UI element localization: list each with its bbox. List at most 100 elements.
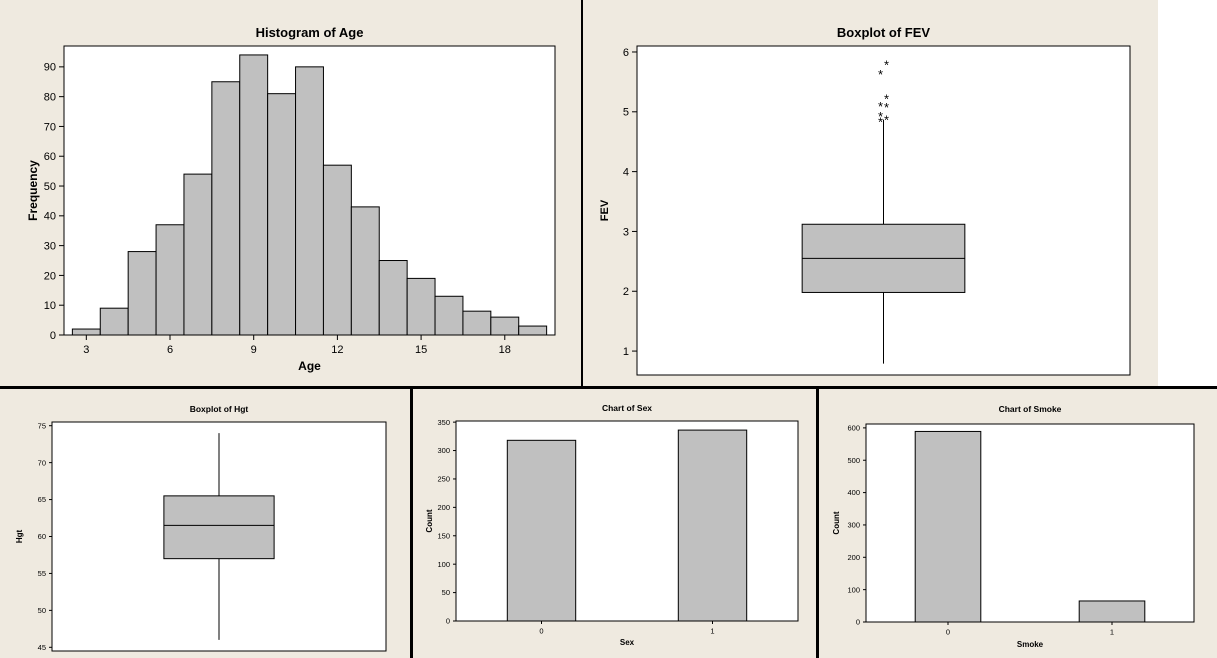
outlier-point: * — [884, 58, 889, 73]
y-tick-label: 0 — [446, 617, 450, 626]
y-tick-label: 50 — [38, 606, 46, 615]
y-tick-label: 100 — [847, 585, 860, 594]
chart-title: Chart of Sex — [602, 403, 652, 413]
y-axis-label: Count — [425, 509, 434, 532]
x-tick-label: 15 — [415, 344, 427, 356]
chart-title: Chart of Smoke — [999, 404, 1062, 414]
x-tick-label: 1 — [1110, 628, 1114, 637]
y-tick-label: 70 — [44, 121, 56, 133]
y-tick-label: 75 — [38, 421, 46, 430]
histogram-bar — [518, 325, 548, 336]
outlier-point: * — [884, 113, 889, 128]
histogram-bar — [211, 81, 241, 336]
x-tick-label: 9 — [251, 344, 257, 356]
y-tick-label: 2 — [623, 286, 629, 298]
category-bar — [1078, 600, 1146, 623]
x-tick-label: 3 — [83, 344, 89, 356]
y-tick-label: 350 — [437, 418, 450, 427]
y-axis-label: Count — [832, 511, 841, 534]
vertical-divider-bottom-right — [816, 389, 819, 658]
y-axis-label: FEV — [599, 199, 611, 221]
chart-sex-chart: Chart of Sex 0 50 100 150 200 250 300 350 Count Se… — [425, 403, 799, 647]
y-tick-label: 5 — [623, 107, 629, 119]
histogram-age-panel: Histogram of Age 0 10 20 30 40 50 60 70 80 90 Frequ… — [0, 0, 581, 386]
chart-title: Boxplot of FEV — [837, 25, 930, 40]
y-tick-label: 300 — [437, 446, 450, 455]
histogram-bar — [378, 260, 408, 336]
x-tick-label: 12 — [331, 344, 343, 356]
outlier-point: * — [878, 67, 883, 82]
histogram-bar — [71, 328, 101, 336]
outlier-point: * — [884, 92, 889, 107]
category-bar — [677, 429, 748, 622]
category-bar — [506, 439, 577, 622]
x-axis-label: Age — [298, 359, 321, 373]
y-tick-label: 300 — [847, 521, 860, 530]
histogram-bar — [99, 307, 129, 336]
histogram-bar — [239, 54, 269, 336]
histogram-bar — [350, 206, 380, 336]
y-tick-label: 1 — [623, 346, 629, 358]
y-tick-label: 10 — [44, 300, 56, 312]
chart-title: Boxplot of Hgt — [190, 404, 249, 414]
y-tick-label: 40 — [44, 211, 56, 223]
vertical-divider-top — [581, 0, 583, 387]
outlier-point: * — [878, 114, 883, 129]
y-axis-label: Frequency — [26, 160, 40, 221]
chart-title: Histogram of Age — [256, 25, 364, 40]
outlier-point: * — [878, 109, 883, 124]
histogram-bar — [434, 295, 464, 336]
y-tick-label: 50 — [44, 181, 56, 193]
x-tick-label: 0 — [946, 628, 950, 637]
chart-smoke-panel: Chart of Smoke 0 100 200 300 400 500 600 Count Sm… — [819, 389, 1217, 658]
histogram-bar — [490, 316, 520, 336]
y-tick-label: 250 — [437, 475, 450, 484]
histogram-bar — [155, 224, 185, 336]
y-tick-label: 200 — [847, 553, 860, 562]
y-tick-label: 100 — [437, 560, 450, 569]
outlier-point: * — [878, 99, 883, 114]
y-tick-label: 70 — [38, 458, 46, 467]
category-bar — [914, 430, 982, 623]
outlier-point: * — [884, 100, 889, 115]
y-tick-label: 80 — [44, 91, 56, 103]
y-tick-label: 65 — [38, 495, 46, 504]
y-tick-label: 150 — [437, 531, 450, 540]
y-tick-label: 0 — [50, 330, 56, 342]
vertical-divider-bottom-left — [410, 389, 413, 658]
iqr-box — [163, 495, 275, 560]
boxplot-hgt-chart: Boxplot of Hgt 45 50 55 60 65 70 75 Hgt — [15, 404, 387, 652]
x-axis-label: Smoke — [1017, 640, 1044, 649]
horizontal-divider — [0, 386, 1217, 389]
x-tick-label: 1 — [710, 627, 714, 636]
histogram-bar — [462, 310, 492, 336]
y-tick-label: 0 — [856, 618, 860, 627]
histogram-bar — [267, 93, 297, 336]
histogram-bar — [295, 66, 324, 336]
histogram-bar — [127, 251, 157, 336]
y-tick-label: 400 — [847, 488, 860, 497]
chart-sex-panel: Chart of Sex 0 50 100 150 200 250 300 350 Count Se… — [413, 389, 816, 658]
boxplot-hgt-panel: Boxplot of Hgt 45 50 55 60 65 70 75 Hgt — [0, 389, 410, 658]
x-tick-label: 0 — [539, 627, 543, 636]
y-tick-label: 90 — [44, 62, 56, 74]
boxplot-fev-panel: Boxplot of FEV 1 2 3 4 5 6 FEV * * * * * * * * — [583, 0, 1158, 386]
y-tick-label: 4 — [623, 166, 629, 178]
chart-smoke-chart: Chart of Smoke 0 100 200 300 400 500 600 Count Sm… — [832, 404, 1195, 649]
histogram-bar — [406, 277, 436, 336]
y-tick-label: 600 — [847, 424, 860, 433]
x-tick-label: 18 — [499, 344, 511, 356]
y-axis-label: Hgt — [15, 530, 24, 544]
x-axis-label: Sex — [620, 638, 635, 647]
x-tick-label: 6 — [167, 344, 173, 356]
y-tick-label: 60 — [44, 151, 56, 163]
histogram-age-chart: Histogram of Age 0 10 20 30 40 50 60 70 80 90 Frequ… — [26, 25, 556, 373]
y-tick-label: 60 — [38, 532, 46, 541]
y-tick-label: 30 — [44, 240, 56, 252]
y-tick-label: 3 — [623, 226, 629, 238]
y-tick-label: 20 — [44, 270, 56, 282]
histogram-bar — [183, 173, 213, 336]
y-tick-label: 200 — [437, 503, 450, 512]
y-tick-label: 50 — [442, 588, 450, 597]
